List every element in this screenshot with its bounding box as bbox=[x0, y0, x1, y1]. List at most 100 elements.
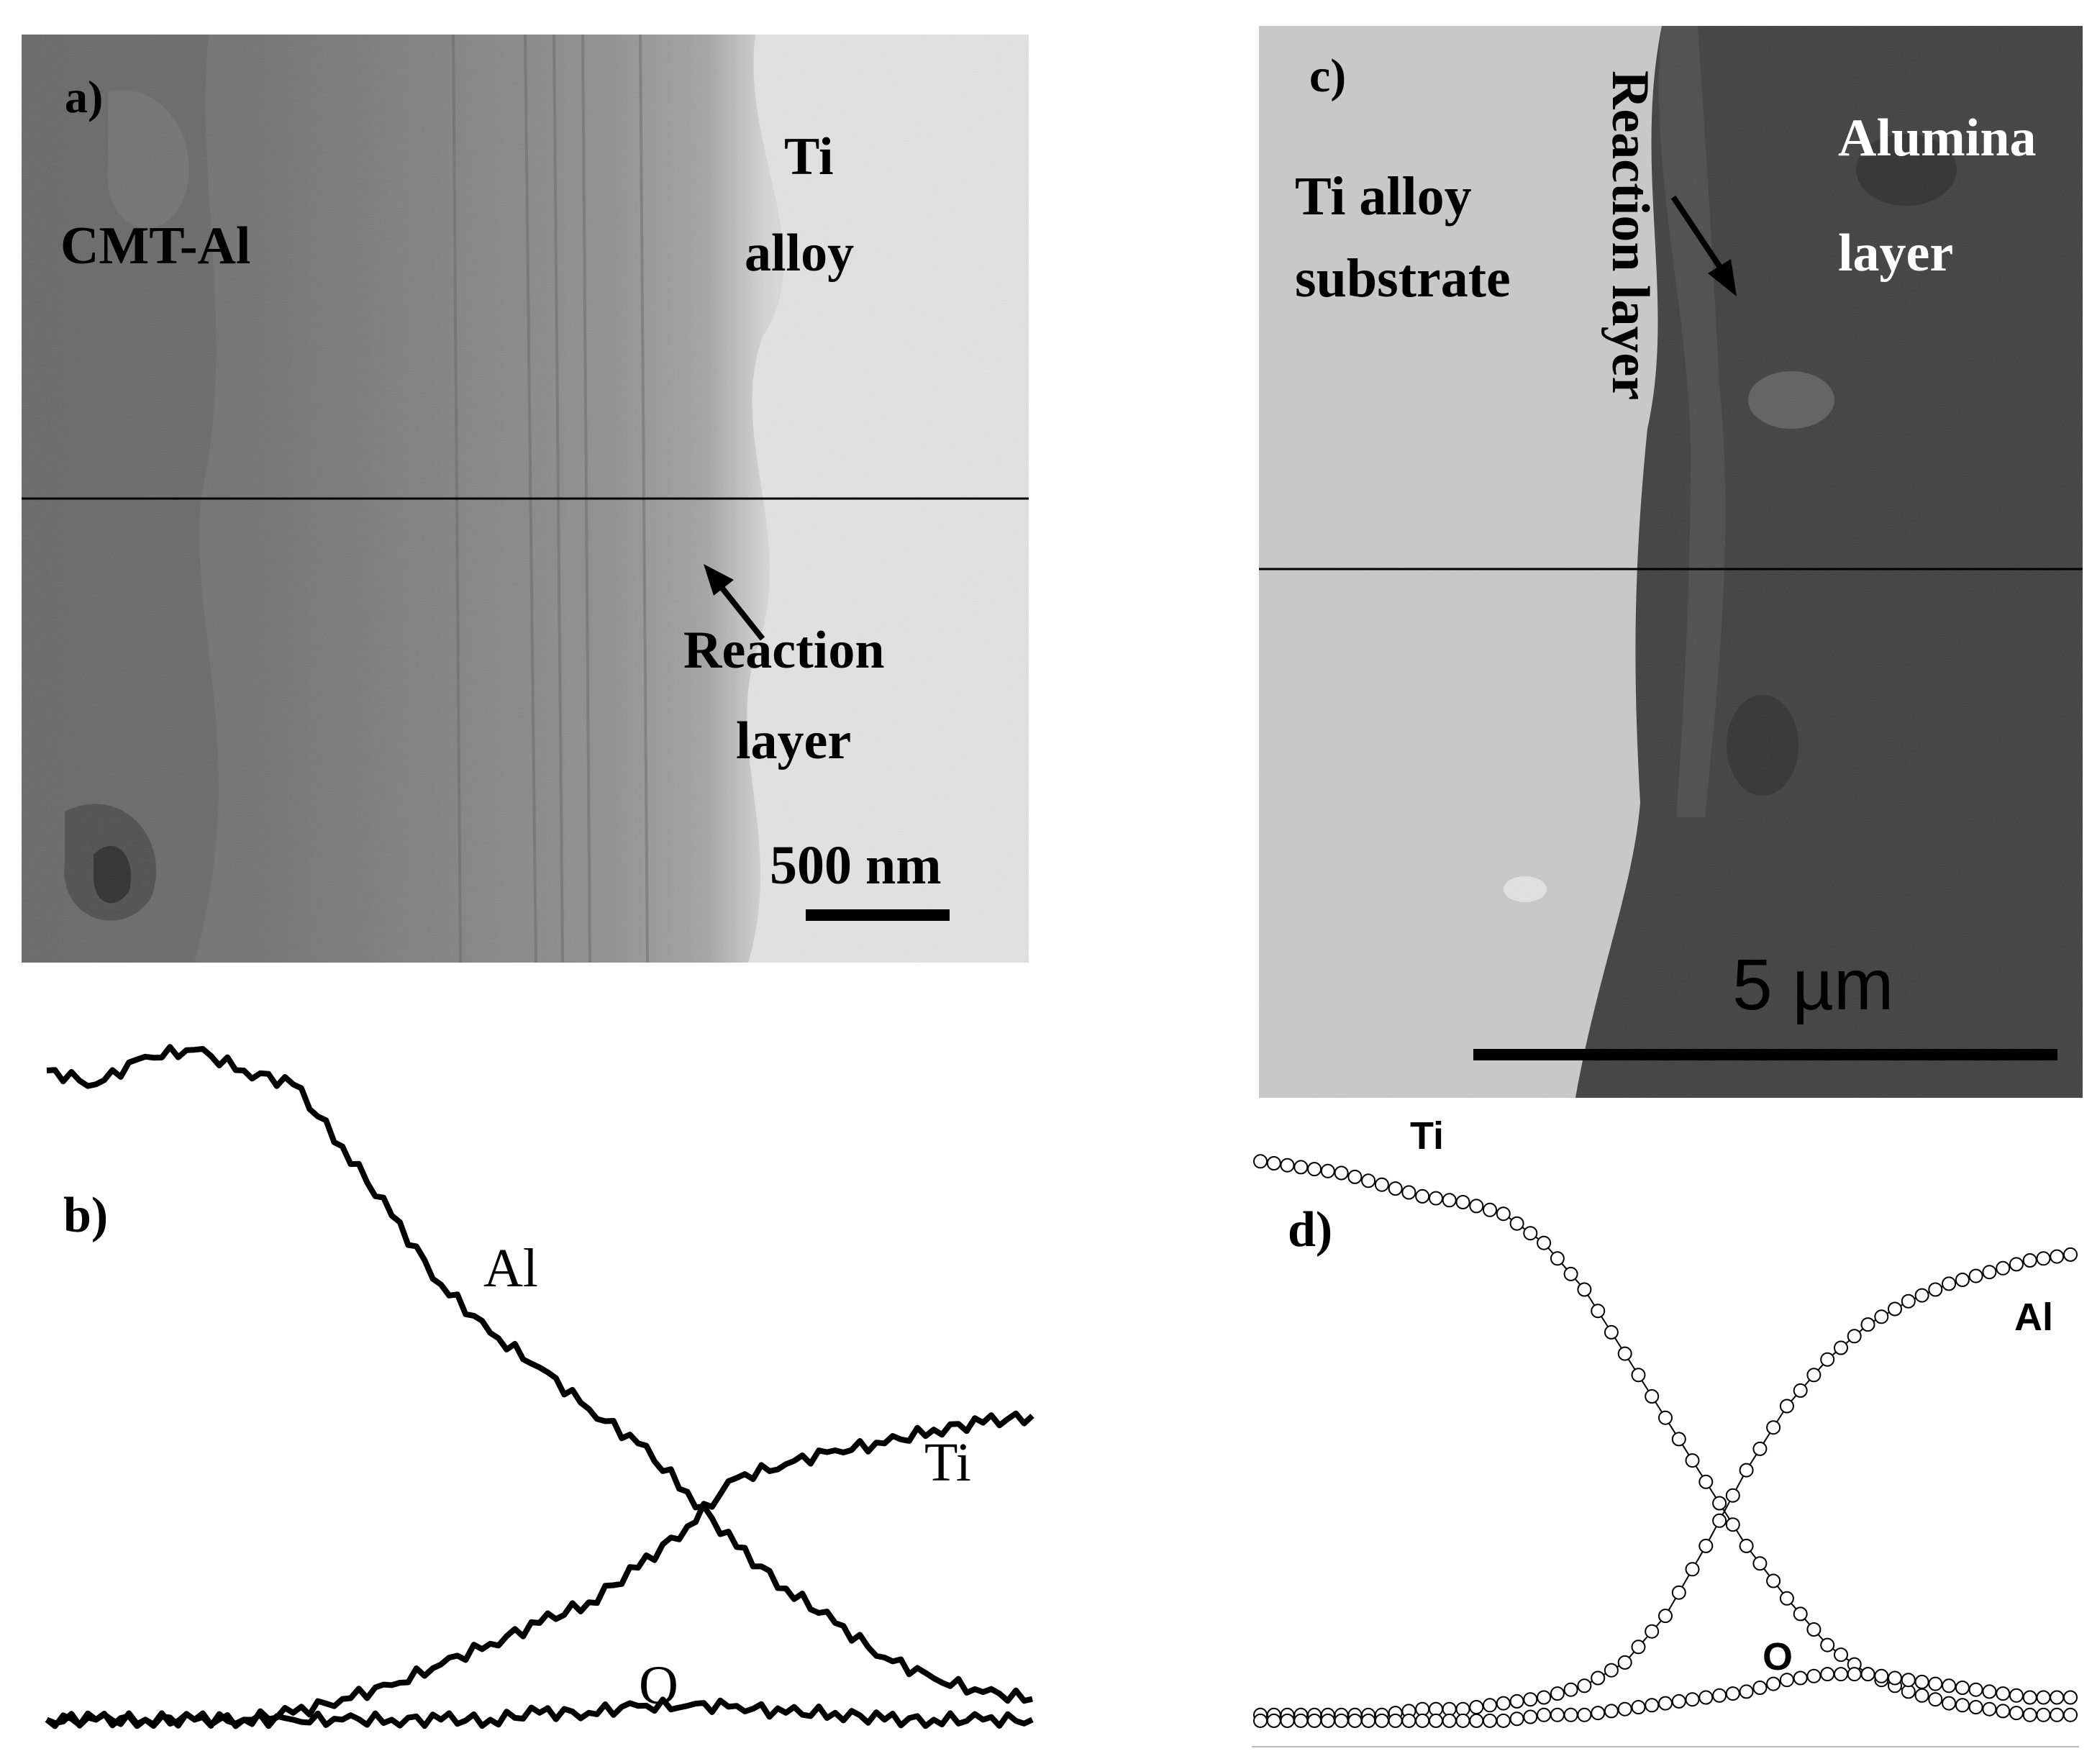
data-point-o bbox=[1253, 1713, 1268, 1728]
data-point-o bbox=[1320, 1713, 1335, 1728]
data-point-ti bbox=[1806, 1622, 1822, 1637]
data-point-ti bbox=[1347, 1169, 1363, 1184]
data-point-ti bbox=[1442, 1193, 1457, 1208]
data-point-al bbox=[1685, 1562, 1700, 1577]
data-point-o bbox=[1874, 1668, 1889, 1683]
data-point-al bbox=[1955, 1273, 1970, 1287]
data-point-o bbox=[1455, 1713, 1470, 1728]
data-point-ti bbox=[1779, 1591, 1794, 1606]
data-point-o bbox=[1401, 1713, 1416, 1728]
data-point-ti bbox=[1631, 1368, 1646, 1383]
data-point-o bbox=[1334, 1713, 1349, 1728]
data-point-ti bbox=[1509, 1216, 1524, 1231]
data-point-al bbox=[1496, 1696, 1511, 1711]
data-point-ti bbox=[1928, 1692, 1943, 1707]
data-point-o bbox=[1266, 1713, 1281, 1728]
label-alumina-1: Alumina bbox=[1838, 109, 2037, 168]
data-point-o bbox=[1806, 1668, 1822, 1683]
label-reaction-layer-c: Reaction layer bbox=[1601, 71, 1660, 401]
data-point-ti bbox=[2022, 1707, 2037, 1722]
data-point-o bbox=[1793, 1670, 1808, 1686]
data-point-o bbox=[2063, 1690, 2078, 1705]
data-point-o bbox=[1712, 1688, 1727, 1703]
data-point-ti bbox=[1334, 1165, 1349, 1181]
data-point-o bbox=[1537, 1707, 1552, 1722]
data-point-ti bbox=[1914, 1688, 1929, 1703]
data-point-al bbox=[1874, 1309, 1889, 1324]
data-point-o bbox=[1645, 1698, 1660, 1713]
data-point-o bbox=[1280, 1713, 1295, 1728]
data-point-o bbox=[1361, 1713, 1376, 1728]
data-point-o bbox=[1563, 1707, 1578, 1722]
data-point-ti bbox=[2036, 1707, 2051, 1722]
data-point-al bbox=[1806, 1368, 1822, 1383]
data-point-ti bbox=[1388, 1181, 1403, 1196]
data-point-al bbox=[1901, 1294, 1916, 1309]
data-point-al bbox=[1834, 1340, 1848, 1355]
data-point-ti bbox=[1996, 1704, 2011, 1719]
data-point-ti bbox=[1550, 1251, 1565, 1266]
data-point-o bbox=[2009, 1688, 2024, 1703]
data-point-al bbox=[1671, 1585, 1686, 1600]
data-point-o bbox=[1415, 1713, 1430, 1728]
data-point-o bbox=[1752, 1681, 1768, 1695]
label-ti-alloy-substrate-2: substrate bbox=[1295, 248, 1511, 309]
series-label-ti-b: Ti bbox=[924, 1432, 971, 1493]
label-ti-alloy-substrate-1: Ti alloy bbox=[1295, 166, 1472, 227]
data-point-al bbox=[1914, 1288, 1929, 1303]
data-point-al bbox=[2009, 1257, 2024, 1272]
data-point-al bbox=[1658, 1609, 1673, 1624]
sem-image-a bbox=[22, 35, 1029, 963]
data-point-o bbox=[1779, 1673, 1794, 1688]
data-point-ti bbox=[1658, 1410, 1673, 1425]
data-point-o bbox=[1671, 1693, 1686, 1709]
data-point-o bbox=[1631, 1700, 1646, 1714]
data-point-ti bbox=[1307, 1162, 1322, 1177]
series-line-al bbox=[1260, 1253, 2071, 1716]
data-point-ti bbox=[1253, 1154, 1268, 1169]
data-point-o bbox=[1617, 1701, 1632, 1717]
data-point-o bbox=[1442, 1713, 1457, 1728]
data-point-al bbox=[1617, 1655, 1632, 1670]
sem-image-c bbox=[1259, 26, 2083, 1098]
data-point-ti bbox=[1320, 1163, 1335, 1178]
data-point-o bbox=[1658, 1696, 1673, 1711]
data-point-o bbox=[1550, 1707, 1565, 1722]
data-point-ti bbox=[1537, 1235, 1552, 1250]
data-point-ti bbox=[1293, 1160, 1309, 1175]
data-point-o bbox=[1834, 1667, 1848, 1682]
data-point-o bbox=[1996, 1686, 2011, 1701]
data-point-o bbox=[1374, 1713, 1389, 1728]
data-point-o bbox=[2022, 1690, 2037, 1705]
data-point-al bbox=[1942, 1276, 1957, 1291]
label-cmt-al: CMT-Al bbox=[60, 217, 251, 276]
panel-d-label: d) bbox=[1288, 1202, 1333, 1258]
data-point-o bbox=[1766, 1676, 1781, 1691]
data-point-ti bbox=[1374, 1177, 1389, 1192]
line-scan-chart-b bbox=[45, 1044, 1034, 1729]
data-point-o bbox=[1523, 1709, 1538, 1724]
data-point-ti bbox=[1671, 1432, 1686, 1447]
data-point-al bbox=[1860, 1317, 1875, 1332]
data-point-ti bbox=[1429, 1191, 1443, 1206]
data-point-o bbox=[1725, 1686, 1740, 1701]
panel-c-label: c) bbox=[1309, 50, 1347, 102]
data-point-ti bbox=[1739, 1538, 1754, 1553]
line-scan-chart-d bbox=[1252, 1154, 2079, 1747]
data-point-al bbox=[1550, 1686, 1565, 1701]
data-point-ti bbox=[1591, 1304, 1606, 1319]
data-point-o bbox=[1698, 1690, 1714, 1705]
data-point-o bbox=[1483, 1713, 1497, 1728]
panel-b-label: b) bbox=[63, 1188, 109, 1243]
data-point-o bbox=[1901, 1673, 1916, 1688]
data-point-ti bbox=[1968, 1700, 1983, 1714]
series-line-o bbox=[45, 1696, 1034, 1729]
data-point-o bbox=[1955, 1681, 1970, 1695]
data-point-ti bbox=[1793, 1606, 1808, 1622]
arrow-icon bbox=[1670, 195, 1737, 296]
data-point-o bbox=[1577, 1707, 1592, 1722]
label-ti-alloy-a-2: alloy bbox=[745, 224, 855, 283]
label-reaction-layer-a-1: Reaction bbox=[683, 621, 885, 680]
data-point-al bbox=[1631, 1640, 1646, 1655]
data-point-ti bbox=[1955, 1698, 1970, 1713]
